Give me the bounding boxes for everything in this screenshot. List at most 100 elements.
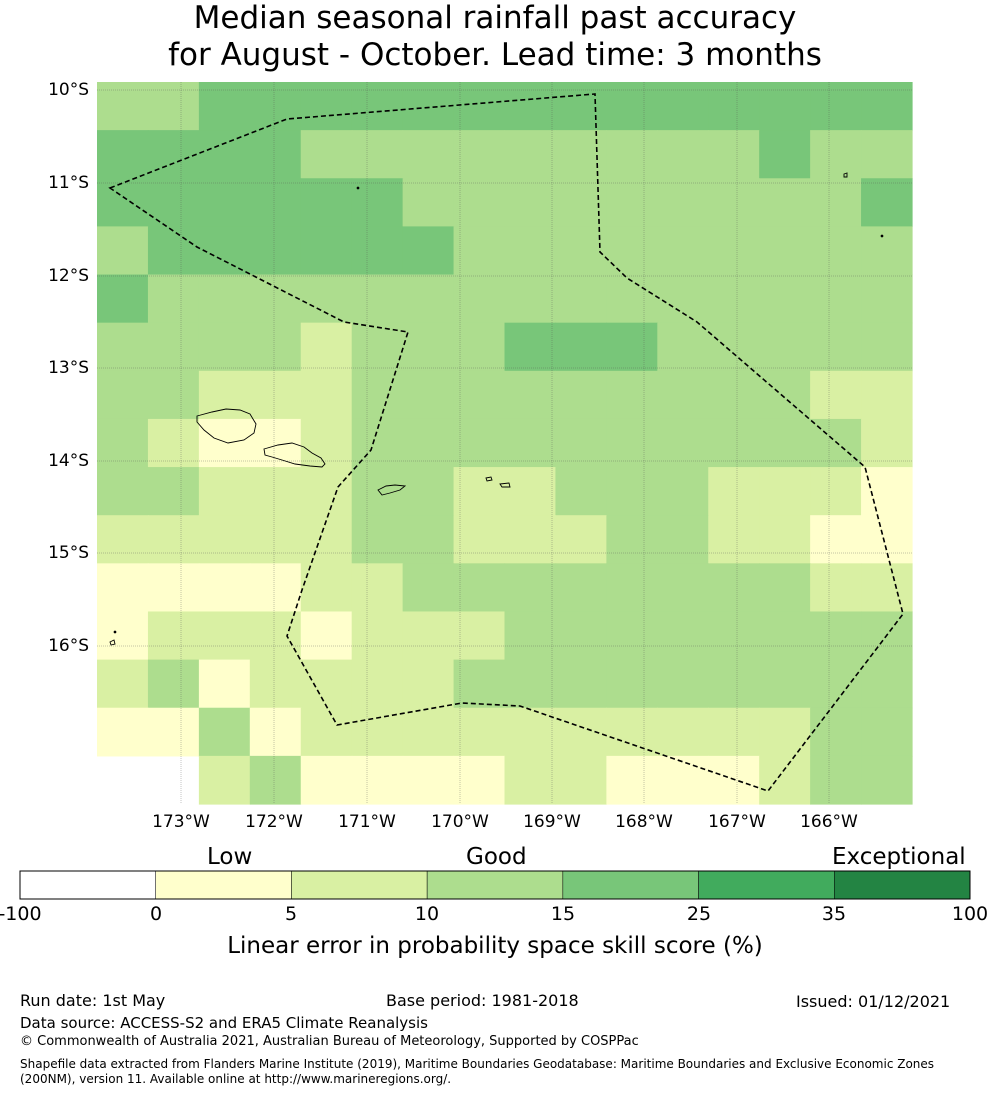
grid-cell (402, 226, 455, 276)
grid-cell (147, 370, 200, 420)
grid-cell (300, 130, 353, 179)
grid-cell (861, 322, 913, 372)
grid-cell (300, 322, 353, 372)
colorbar-segment (698, 870, 835, 900)
grid-cell (198, 515, 251, 564)
grid-cell (453, 370, 506, 420)
grid-cell (453, 563, 506, 613)
grid-cell (402, 130, 455, 179)
grid-cell (606, 563, 658, 613)
grid-cell (759, 563, 811, 613)
grid-cell (453, 611, 506, 661)
colorbar-tick-label: 0 (149, 903, 163, 925)
grid-cell (708, 226, 760, 276)
grid-cell (249, 322, 302, 372)
grid-cell (300, 467, 353, 516)
grid-cell (97, 370, 149, 420)
colorbar-segment (562, 870, 699, 900)
grid-cell (97, 659, 149, 709)
grid-cell (300, 418, 353, 468)
grid-cell (351, 130, 404, 179)
grid-cell (504, 130, 557, 179)
land-outlines (109, 172, 884, 646)
grid-cell (249, 130, 302, 179)
grid-cell (147, 467, 200, 516)
grid-cell (861, 467, 913, 516)
grid-cell (351, 274, 404, 324)
grid-cell (555, 418, 607, 468)
grid-cell (810, 707, 862, 757)
grid-cell (249, 659, 302, 709)
grid-cell (708, 707, 760, 757)
eez-boundary-dashed (108, 93, 904, 792)
grid-cell (861, 130, 913, 179)
grid-cell (606, 274, 658, 324)
grid-cell (606, 178, 658, 227)
grid-cell (555, 178, 607, 227)
grid-cell (351, 322, 404, 372)
grid-cell (351, 755, 404, 805)
grid-cell (759, 130, 811, 179)
grid-cell (249, 467, 302, 516)
grid-cell (810, 322, 862, 372)
map-title-line-1: Median seasonal rainfall past accuracy (193, 0, 797, 36)
grid-cell (606, 755, 658, 805)
grid-cell (198, 370, 251, 420)
grid-cell (198, 659, 251, 709)
grid-cell (402, 467, 455, 516)
grid-cell (810, 659, 862, 709)
ofu-olosega-island-outline (485, 476, 493, 482)
grid-cell (555, 611, 607, 661)
grid-cell (198, 755, 251, 805)
grid-cell (300, 178, 353, 227)
grid-cell (657, 370, 709, 420)
grid-cell (198, 611, 251, 661)
grid-cell (861, 370, 913, 420)
grid-cell (657, 226, 709, 276)
lon-tick-label: 172°W (245, 812, 303, 832)
grid-cell (759, 515, 811, 564)
grid-cell (300, 563, 353, 613)
grid-cell (555, 322, 607, 372)
grid-cell (861, 274, 913, 324)
grid-cell (657, 515, 709, 564)
grid-cell (402, 707, 455, 757)
grid-cell (249, 515, 302, 564)
base-period: Base period: 1981-2018 (386, 991, 579, 1010)
grid-cell (453, 418, 506, 468)
copyright: © Commonwealth of Australia 2021, Austra… (20, 1034, 639, 1049)
colorbar-tick-label: 15 (550, 903, 576, 925)
grid-cell (300, 611, 353, 661)
colorbar-tick-label: -100 (0, 903, 42, 925)
grid-cell (453, 515, 506, 564)
colorbar-tick-label: 10 (414, 903, 440, 925)
grid-cell (810, 370, 862, 420)
grid-cell (453, 707, 506, 757)
grid-cell (147, 659, 200, 709)
lat-tick-label: 16°S (48, 636, 89, 656)
grid-cell (810, 467, 862, 516)
grid-cell (606, 611, 658, 661)
grid-cell (249, 178, 302, 227)
grid-cell (810, 755, 862, 805)
grid-cell (555, 370, 607, 420)
grid-cell (759, 274, 811, 324)
grid-cell (657, 467, 709, 516)
grid-cell (198, 418, 251, 468)
grid-cell (759, 755, 811, 805)
grid-cell (504, 322, 557, 372)
run-date: Run date: 1st May (20, 991, 166, 1010)
grid-cell (810, 178, 862, 227)
grid-cell (504, 467, 557, 516)
grid-cell (861, 515, 913, 564)
grid-cell (147, 130, 200, 179)
grid-cell (198, 274, 251, 324)
grid-cell (351, 611, 404, 661)
grid-cell (147, 418, 200, 468)
grid-cell (351, 563, 404, 613)
savaii-island-outline (196, 408, 257, 444)
grid-cell (453, 659, 506, 709)
grid-cell (555, 563, 607, 613)
grid-cell (249, 707, 302, 757)
